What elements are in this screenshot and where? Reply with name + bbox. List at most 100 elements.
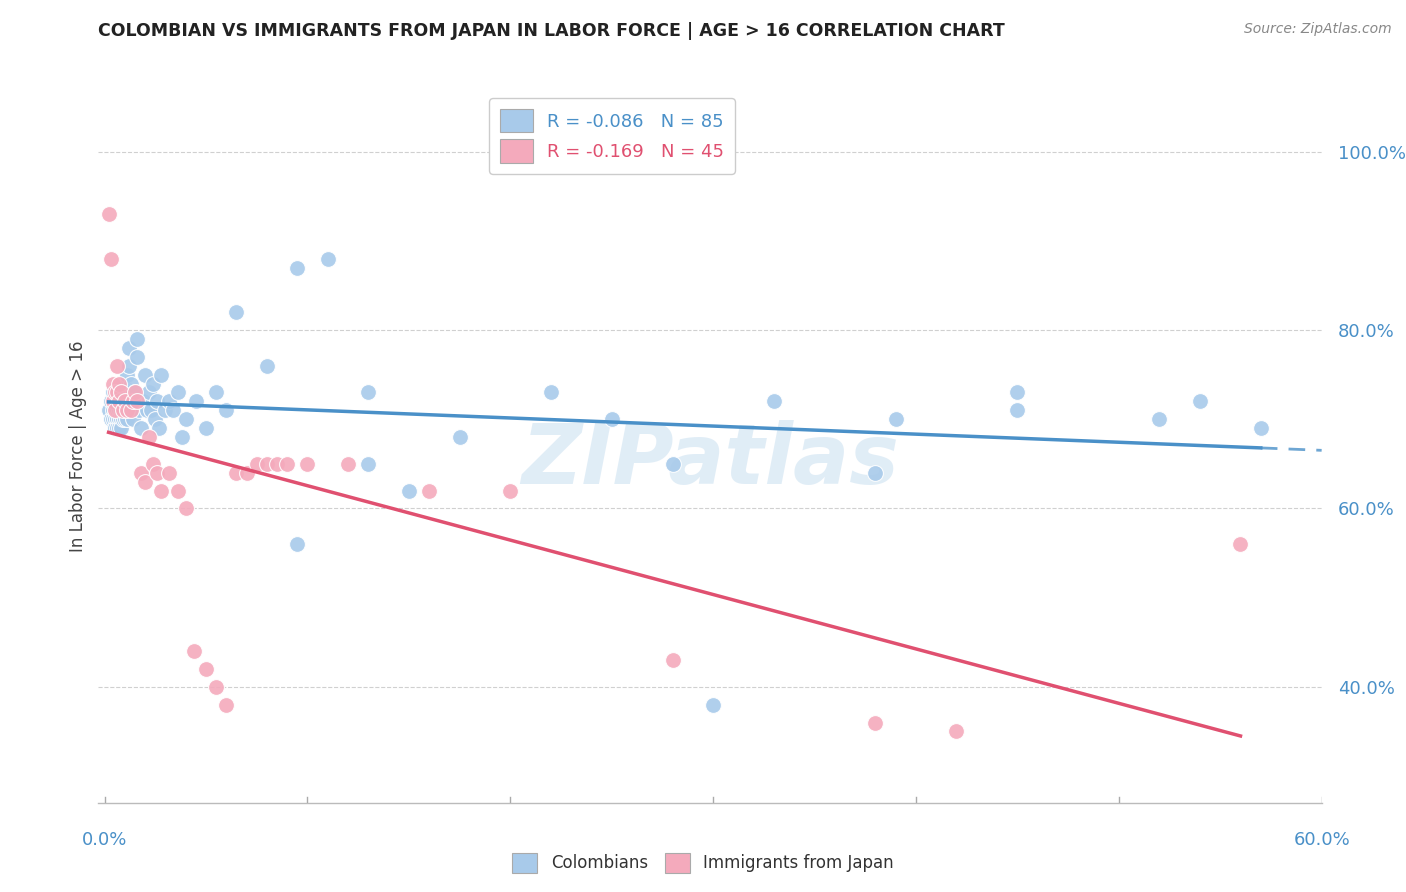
Point (107, 385, 129, 400)
Point (194, 421, 217, 435)
Point (150, 368, 173, 382)
Point (122, 394, 145, 409)
Point (122, 412, 145, 426)
Point (136, 403, 159, 417)
Text: 0.0%: 0.0% (82, 831, 127, 849)
Point (143, 412, 166, 426)
Point (111, 412, 134, 426)
Point (97, 207, 120, 221)
Point (120, 385, 142, 400)
Point (100, 412, 122, 426)
Point (107, 394, 129, 409)
Point (125, 332, 148, 346)
Point (105, 421, 128, 435)
Point (157, 466, 180, 480)
Point (125, 394, 148, 409)
Point (183, 644, 205, 658)
Point (215, 698, 238, 712)
Point (235, 466, 257, 480)
Point (205, 680, 228, 694)
Point (110, 385, 132, 400)
Point (155, 403, 177, 417)
Point (107, 412, 129, 426)
Point (100, 252, 122, 266)
Point (166, 483, 188, 498)
Point (762, 394, 785, 409)
Point (316, 252, 339, 266)
Point (115, 403, 138, 417)
Point (128, 403, 150, 417)
Point (105, 394, 128, 409)
Point (114, 394, 136, 409)
Point (110, 421, 132, 435)
Point (110, 403, 132, 417)
Point (205, 385, 228, 400)
Point (111, 376, 134, 391)
Point (256, 359, 278, 373)
Point (661, 457, 683, 471)
Point (166, 385, 188, 400)
Point (104, 412, 127, 426)
Point (132, 394, 155, 409)
Point (104, 385, 127, 400)
Point (115, 394, 138, 409)
Point (120, 403, 142, 417)
Point (110, 412, 132, 426)
Point (150, 483, 173, 498)
Point (107, 403, 129, 417)
Point (1229, 537, 1251, 551)
Point (115, 368, 138, 382)
Point (122, 394, 145, 409)
Point (100, 394, 122, 409)
Point (101, 376, 124, 391)
Point (110, 385, 132, 400)
Point (246, 457, 269, 471)
Point (114, 412, 136, 426)
Point (101, 412, 124, 426)
Point (105, 403, 128, 417)
Point (215, 403, 238, 417)
Point (357, 457, 380, 471)
Point (138, 430, 160, 444)
Text: ZIPatlas: ZIPatlas (522, 420, 898, 500)
Point (146, 466, 169, 480)
Point (285, 537, 308, 551)
Point (1149, 412, 1171, 426)
Point (104, 403, 127, 417)
Text: Source: ZipAtlas.com: Source: ZipAtlas.com (1244, 22, 1392, 37)
Legend: R = -0.086   N = 85, R = -0.169   N = 45: R = -0.086 N = 85, R = -0.169 N = 45 (489, 98, 735, 174)
Point (101, 394, 124, 409)
Point (1188, 394, 1211, 409)
Point (142, 376, 165, 391)
Point (120, 376, 142, 391)
Point (449, 430, 471, 444)
Point (225, 466, 247, 480)
Point (107, 376, 129, 391)
Point (115, 412, 138, 426)
Point (129, 466, 152, 480)
Point (285, 260, 308, 275)
Point (142, 457, 165, 471)
Point (276, 457, 298, 471)
Point (111, 403, 134, 417)
Point (945, 724, 967, 739)
Point (105, 385, 128, 400)
Point (1007, 403, 1029, 417)
Point (111, 403, 134, 417)
Point (125, 350, 148, 364)
Point (1250, 421, 1272, 435)
Point (101, 385, 124, 400)
Point (661, 653, 683, 667)
Point (256, 457, 278, 471)
Point (170, 430, 193, 444)
Point (600, 412, 623, 426)
Point (114, 403, 136, 417)
Point (266, 457, 288, 471)
Point (184, 394, 207, 409)
Point (105, 412, 128, 426)
Point (194, 662, 217, 676)
Point (865, 466, 887, 480)
Text: COLOMBIAN VS IMMIGRANTS FROM JAPAN IN LABOR FORCE | AGE > 16 CORRELATION CHART: COLOMBIAN VS IMMIGRANTS FROM JAPAN IN LA… (98, 22, 1005, 40)
Point (1007, 385, 1029, 400)
Point (141, 403, 163, 417)
